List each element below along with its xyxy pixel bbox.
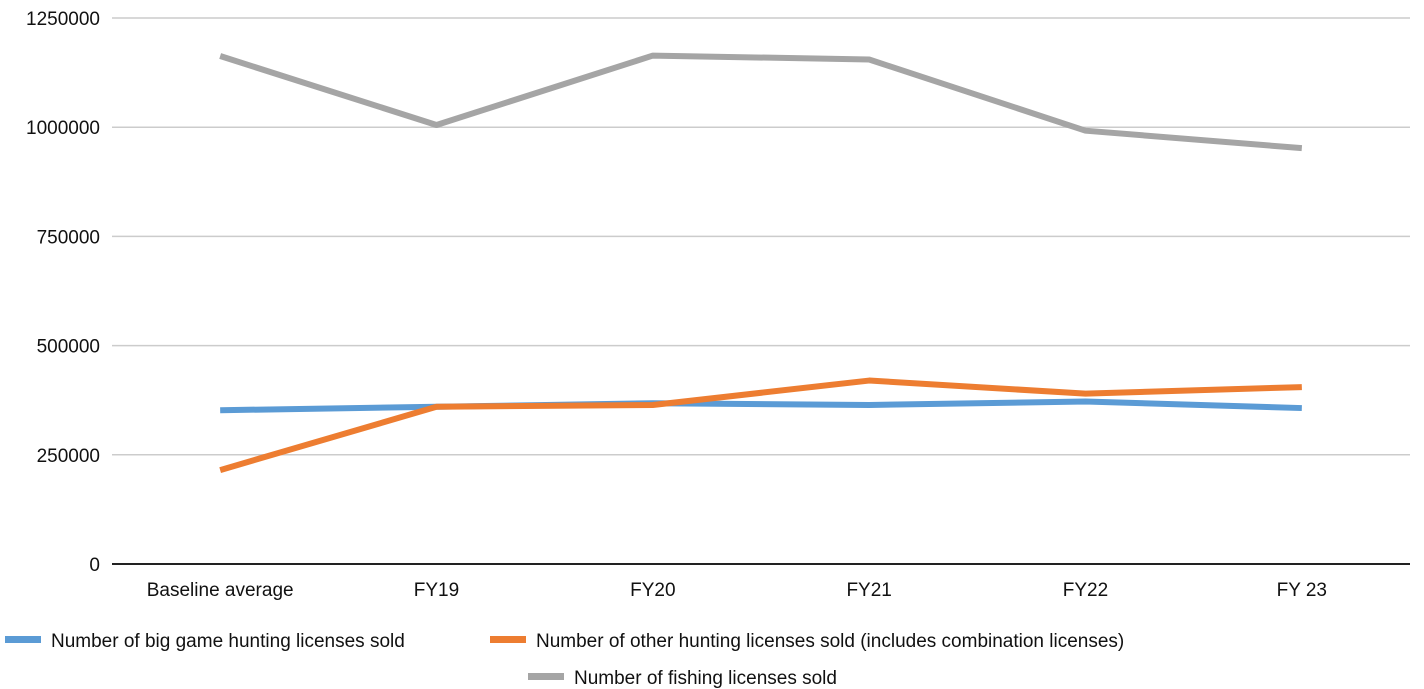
gridlines <box>112 17 1410 565</box>
y-axis-ticks: 0 250000 500000 750000 1000000 1250000 <box>26 9 100 576</box>
x-tick-label: FY19 <box>414 580 459 601</box>
legend-label: Number of big game hunting licenses sold <box>51 631 405 652</box>
legend-label: Number of other hunting licenses sold (i… <box>536 631 1124 652</box>
legend-swatch <box>5 636 41 643</box>
y-tick-label: 0 <box>89 555 100 576</box>
y-tick-label: 1250000 <box>26 9 100 30</box>
x-tick-label: FY21 <box>846 580 891 601</box>
series-line-0 <box>220 398 1302 414</box>
x-tick-label: FY20 <box>630 580 675 601</box>
y-tick-label: 250000 <box>37 446 100 467</box>
series-line-2 <box>219 52 1303 152</box>
y-tick-label: 750000 <box>37 227 100 248</box>
x-tick-label: FY 23 <box>1277 580 1327 601</box>
legend-swatch <box>528 673 564 680</box>
legend-label: Number of fishing licenses sold <box>574 668 837 689</box>
x-tick-label: Baseline average <box>147 580 294 601</box>
legend-swatch <box>490 636 526 643</box>
legend: Number of big game hunting licenses sold… <box>5 631 1124 689</box>
x-tick-label: FY22 <box>1063 580 1108 601</box>
y-tick-label: 1000000 <box>26 118 100 139</box>
series-lines <box>219 52 1303 473</box>
x-axis-ticks: Baseline average FY19 FY20 FY21 FY22 FY 23 <box>147 580 1327 601</box>
series-line-1 <box>219 377 1302 473</box>
y-tick-label: 500000 <box>37 337 100 358</box>
